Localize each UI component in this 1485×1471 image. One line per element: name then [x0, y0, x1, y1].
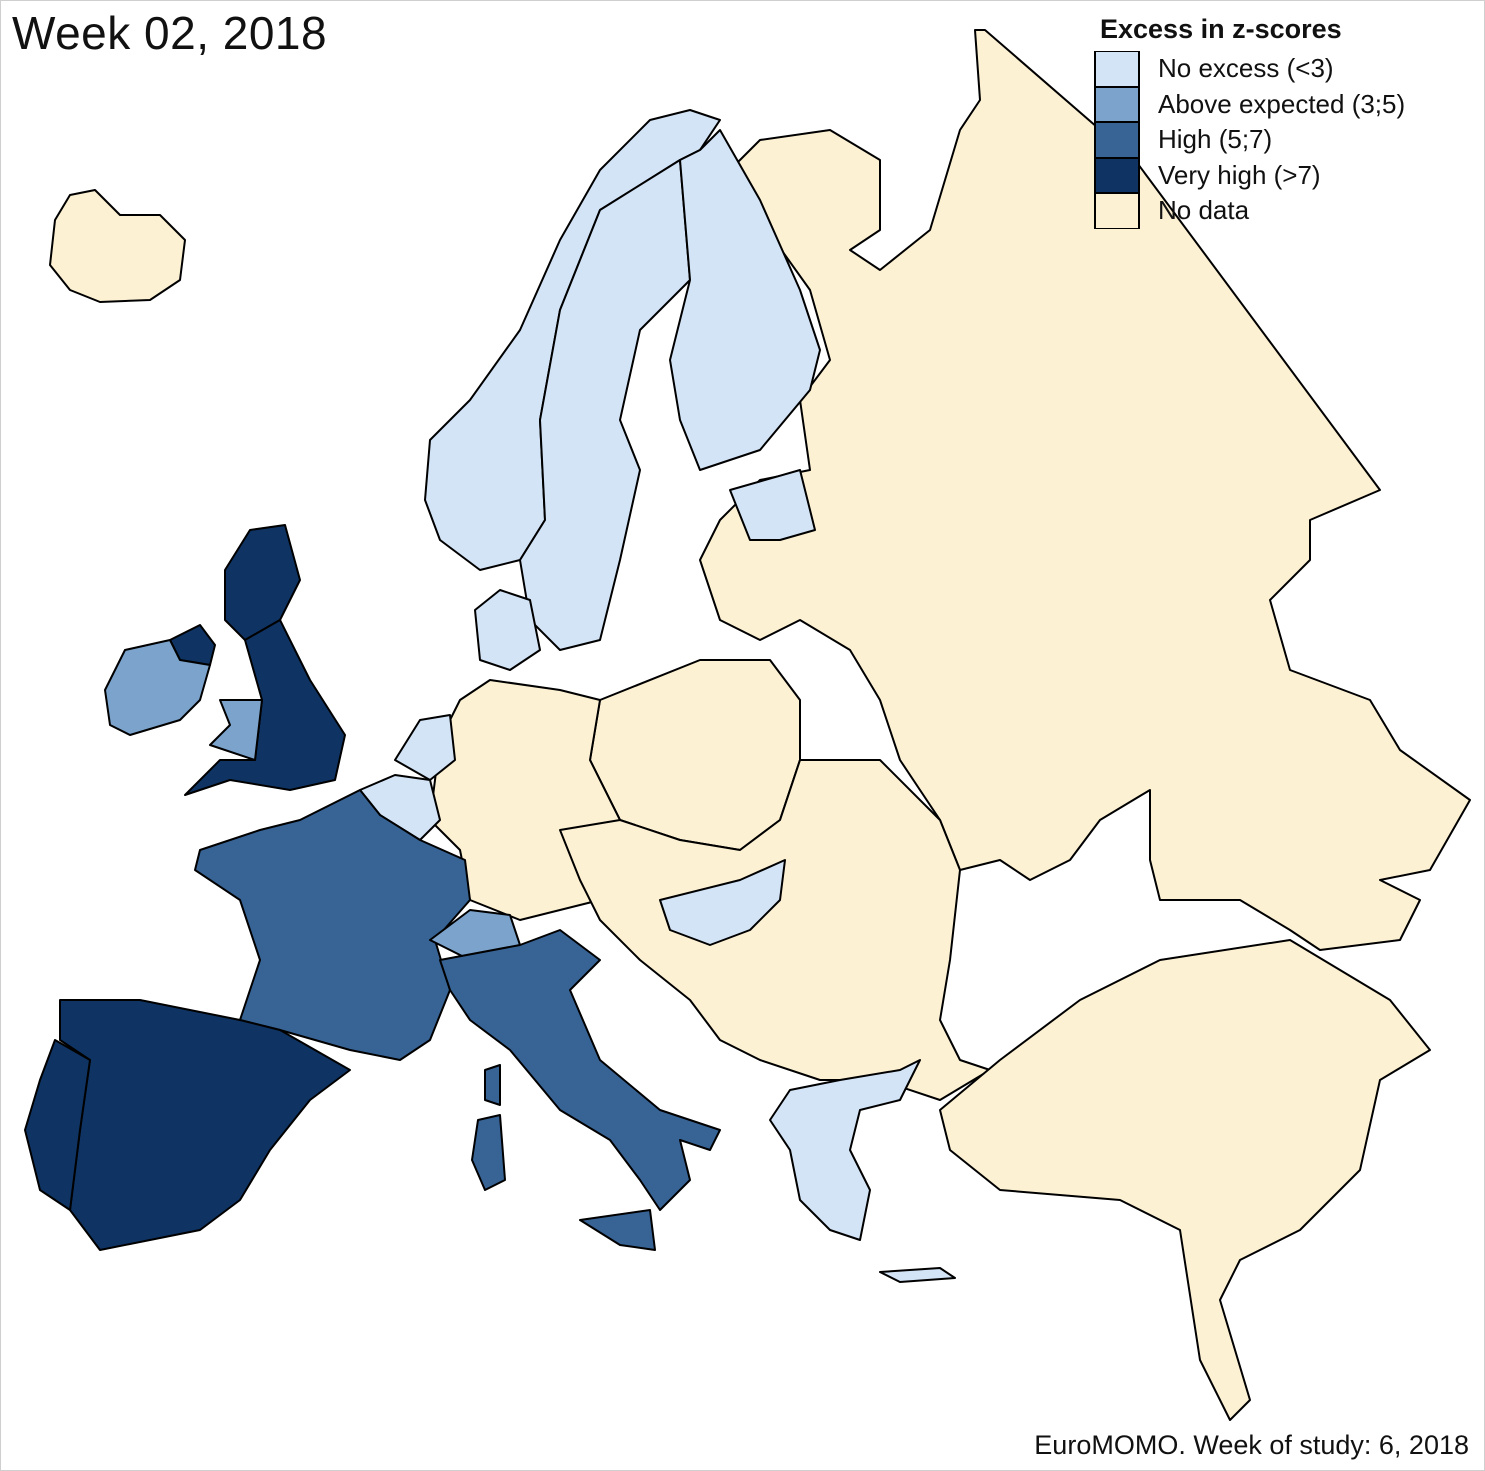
region-finland — [669, 129, 821, 471]
legend-label: High (5;7) — [1158, 124, 1273, 155]
legend-swatch — [1094, 86, 1140, 122]
legend-label: Very high (>7) — [1158, 159, 1321, 190]
legend-label: Above expected (3;5) — [1158, 88, 1406, 119]
region-central-east — [559, 759, 991, 1101]
region-wales — [209, 699, 263, 761]
legend-item-high: High (5;7) — [1094, 122, 1454, 158]
region-crete — [879, 1267, 956, 1283]
map-title: Week 02, 2018 — [12, 7, 328, 59]
region-sardinia — [471, 1114, 506, 1191]
legend-swatch — [1094, 193, 1140, 229]
region-hungary — [659, 859, 786, 946]
region-denmark — [474, 589, 541, 671]
region-sweden — [519, 159, 691, 651]
region-greece — [769, 1059, 921, 1241]
legend-item-no-data: No data — [1094, 193, 1454, 229]
legend-swatch — [1094, 122, 1140, 158]
region-ireland — [104, 639, 211, 736]
region-turkey — [939, 939, 1431, 1421]
source-caption: EuroMOMO. Week of study: 6, 2018 — [1034, 1430, 1469, 1460]
region-corsica — [484, 1064, 501, 1106]
region-iceland — [49, 189, 186, 303]
region-italy — [439, 929, 721, 1211]
region-estonia — [729, 469, 816, 541]
region-netherlands — [394, 714, 456, 781]
legend-item-no-excess: No excess (<3) — [1094, 51, 1454, 87]
region-scotland — [224, 524, 301, 641]
legend: Excess in z-scores No excess (<3) Above … — [1094, 14, 1454, 229]
legend-label: No excess (<3) — [1158, 53, 1334, 84]
legend-item-very-high: Very high (>7) — [1094, 157, 1454, 193]
legend-swatch — [1094, 157, 1140, 193]
legend-item-above-expected: Above expected (3;5) — [1094, 86, 1454, 122]
legend-swatch — [1094, 51, 1140, 87]
region-portugal — [24, 1039, 91, 1211]
legend-label: No data — [1158, 195, 1250, 226]
legend-title: Excess in z-scores — [1100, 14, 1342, 44]
region-sicily — [579, 1209, 656, 1251]
